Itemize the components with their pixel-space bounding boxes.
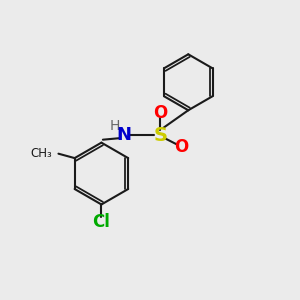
Text: CH₃: CH₃ [30,147,52,160]
Text: O: O [174,138,188,156]
Text: S: S [153,126,167,145]
Text: N: N [116,126,131,144]
Text: O: O [153,104,167,122]
Text: H: H [110,119,120,134]
Text: Cl: Cl [92,213,110,231]
